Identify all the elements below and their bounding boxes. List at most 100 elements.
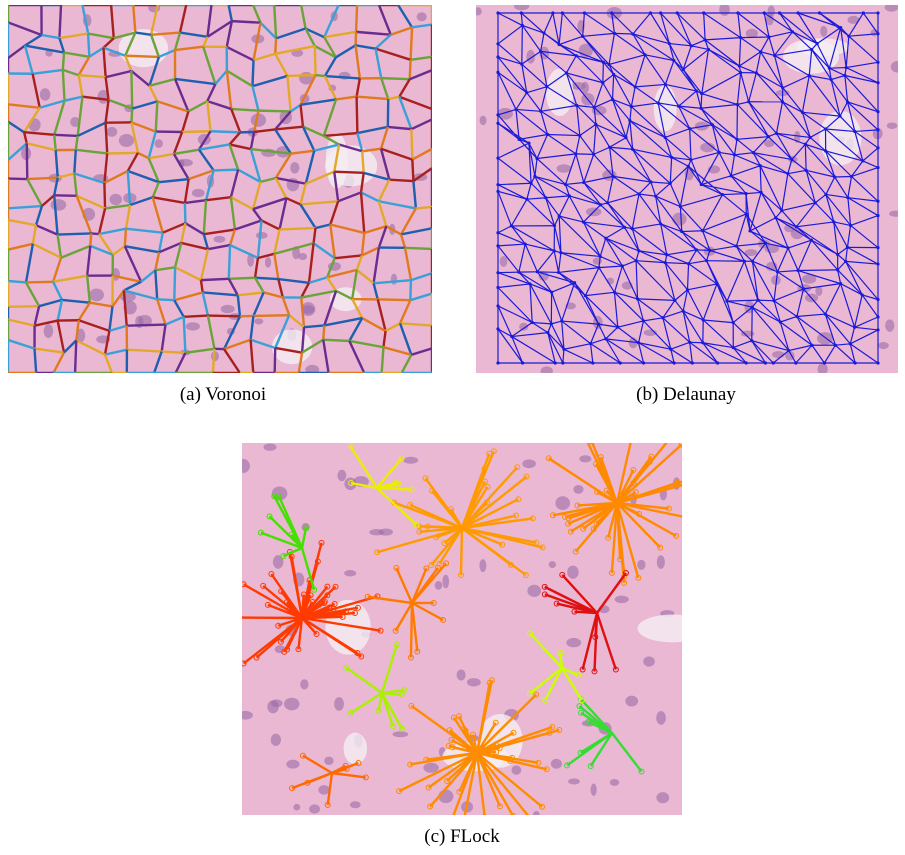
cell-edge: [26, 244, 33, 283]
cell-edge: [278, 279, 309, 283]
nucleus: [512, 765, 522, 774]
cell-edge: [410, 294, 432, 301]
flock-edge: [461, 528, 462, 575]
cell-edge: [125, 56, 159, 57]
cell-edge: [255, 258, 258, 278]
nucleus: [391, 274, 397, 285]
cell-edge: [184, 317, 186, 353]
cell-edge: [8, 320, 35, 326]
triangle-edge: [603, 62, 604, 83]
cell-edge: [63, 70, 65, 101]
nucleus: [254, 318, 263, 324]
triangle-edge: [802, 76, 809, 113]
cell-edge: [8, 104, 40, 107]
triangle-edge: [688, 284, 717, 290]
triangle-edge: [838, 247, 848, 254]
vertex: [553, 249, 556, 252]
cell-edge: [125, 246, 159, 252]
nucleus: [555, 496, 570, 510]
triangle-edge: [731, 176, 761, 193]
vertex: [628, 119, 631, 122]
vertex: [773, 54, 776, 57]
triangle-edge: [525, 244, 554, 251]
nucleus: [273, 555, 284, 569]
triangle-edge: [826, 177, 835, 194]
cell-edge: [42, 35, 60, 38]
triangle-edge: [519, 135, 547, 140]
cell-edge: [411, 348, 432, 354]
vertex: [876, 146, 879, 149]
cell-edge: [174, 132, 182, 154]
cell-edge: [402, 355, 412, 373]
cell-edge: [99, 208, 105, 234]
cell-edge: [89, 48, 103, 57]
triangle-edge: [651, 182, 670, 183]
vertex: [649, 11, 652, 14]
triangle-edge: [606, 238, 636, 260]
cell-edge: [291, 105, 301, 112]
triangle-edge: [737, 139, 753, 152]
cell-edge: [181, 223, 185, 243]
triangle-edge: [552, 292, 562, 321]
flock-edge: [332, 773, 366, 777]
vertex: [786, 172, 789, 175]
cell-edge: [374, 280, 411, 283]
triangle-edge: [761, 192, 776, 217]
cell-edge: [149, 154, 174, 158]
vertex: [824, 193, 827, 196]
vertex: [876, 61, 879, 64]
vertex: [496, 304, 499, 307]
triangle-edge: [705, 40, 739, 66]
triangle-edge: [537, 135, 547, 159]
triangle-edge: [633, 149, 651, 182]
triangle-edge: [633, 149, 671, 183]
nucleus: [393, 731, 409, 737]
cell-edge: [252, 60, 253, 86]
triangle-edge: [689, 250, 697, 264]
vertex: [808, 74, 811, 77]
vertex: [818, 11, 821, 14]
cell-edge: [54, 135, 55, 150]
cell-edge: [336, 45, 356, 57]
cell-edge: [199, 144, 230, 149]
cell-edge: [229, 279, 238, 296]
vertex: [517, 138, 520, 141]
nucleus: [309, 804, 320, 813]
triangle-edge: [566, 56, 576, 73]
triangle-edge: [635, 84, 665, 86]
vertex: [496, 71, 499, 74]
triangle-edge: [731, 166, 760, 176]
vertex: [582, 181, 585, 184]
triangle-edge: [651, 182, 656, 196]
cell-edge: [76, 150, 107, 154]
nucleus: [557, 164, 572, 173]
vertex: [810, 344, 813, 347]
triangle-edge: [547, 135, 579, 136]
triangle-edge: [811, 240, 837, 254]
cell-edge: [276, 29, 305, 39]
cell-edge: [324, 133, 358, 136]
cell-edge: [174, 154, 189, 179]
vertex: [659, 222, 662, 225]
cell-edge: [62, 300, 90, 303]
cell-edge: [90, 303, 113, 307]
cell-edge: [36, 225, 58, 234]
cell-edge: [131, 122, 155, 131]
vertex: [732, 321, 735, 324]
nucleus: [403, 457, 418, 464]
vertex: [743, 260, 746, 263]
cell-edge: [79, 57, 90, 75]
cell-edge: [230, 245, 258, 258]
cell-edge: [208, 316, 215, 349]
cell-marker: [482, 814, 487, 815]
nucleus: [746, 29, 758, 38]
cell-edge: [188, 101, 207, 111]
cell-edge: [231, 109, 240, 132]
flock-edge: [244, 584, 302, 618]
triangle-edge: [735, 153, 754, 155]
nucleus: [50, 199, 66, 211]
triangle-edge: [671, 342, 690, 349]
vertex: [550, 291, 553, 294]
cell-edge: [314, 243, 335, 258]
triangle-edge: [498, 158, 531, 183]
